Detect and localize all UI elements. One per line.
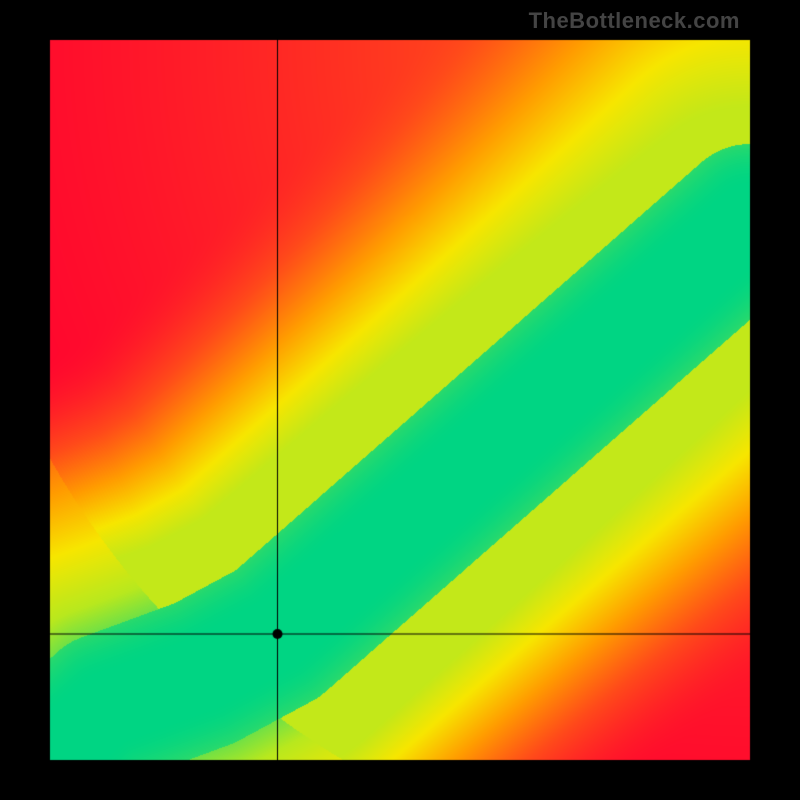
- heatmap-canvas: [0, 0, 800, 800]
- figure-root: TheBottleneck.com: [0, 0, 800, 800]
- watermark: TheBottleneck.com: [529, 8, 740, 34]
